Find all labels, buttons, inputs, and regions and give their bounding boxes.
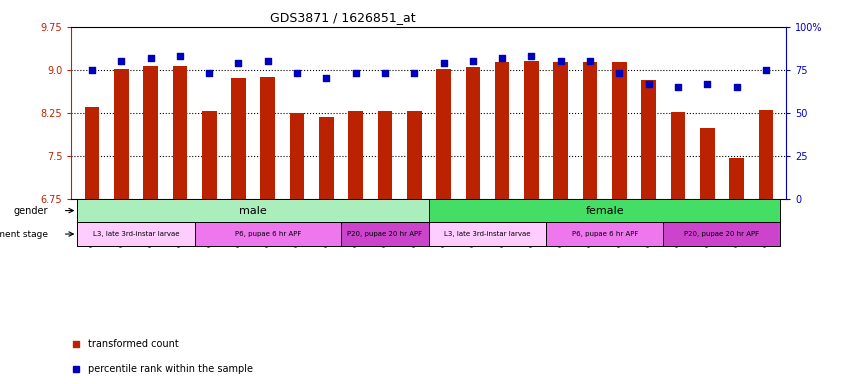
Bar — [583, 63, 597, 199]
Bar — [348, 111, 363, 199]
Point — [554, 58, 568, 65]
Bar — [378, 111, 392, 199]
Bar — [429, 199, 780, 222]
Title: GDS3871 / 1626851_at: GDS3871 / 1626851_at — [270, 11, 416, 24]
Point — [320, 75, 333, 81]
Bar — [436, 69, 451, 199]
Point — [759, 67, 773, 73]
Point — [114, 58, 128, 65]
Bar — [85, 107, 99, 199]
Point — [466, 58, 479, 65]
Bar — [495, 63, 510, 199]
Bar — [700, 128, 715, 199]
Point — [584, 58, 597, 65]
Text: gender: gender — [13, 205, 48, 215]
Bar — [429, 222, 546, 246]
Point — [85, 67, 98, 73]
Point — [203, 70, 216, 76]
Bar — [202, 111, 216, 199]
Bar — [612, 63, 627, 199]
Bar — [553, 63, 568, 199]
Point — [144, 55, 157, 61]
Point — [642, 81, 655, 87]
Point — [436, 60, 450, 66]
Text: P20, pupae 20 hr APF: P20, pupae 20 hr APF — [347, 231, 422, 237]
Point — [261, 58, 274, 65]
Point — [290, 70, 304, 76]
Text: female: female — [585, 205, 624, 215]
Point — [378, 70, 392, 76]
Text: P20, pupae 20 hr APF: P20, pupae 20 hr APF — [685, 231, 759, 237]
Bar — [642, 80, 656, 199]
Text: transformed count: transformed count — [88, 339, 179, 349]
Bar — [231, 78, 246, 199]
Bar — [261, 77, 275, 199]
Bar — [172, 66, 188, 199]
Bar — [670, 112, 685, 199]
Point — [612, 70, 626, 76]
Bar — [729, 157, 743, 199]
Bar — [546, 222, 664, 246]
Bar — [407, 111, 421, 199]
Point — [173, 53, 187, 59]
Bar — [319, 117, 334, 199]
Point — [701, 81, 714, 87]
Text: P6, pupae 6 hr APF: P6, pupae 6 hr APF — [572, 231, 637, 237]
Text: P6, pupae 6 hr APF: P6, pupae 6 hr APF — [235, 231, 301, 237]
Point — [730, 84, 743, 90]
Bar — [143, 66, 158, 199]
Bar — [341, 222, 429, 246]
Bar — [194, 222, 341, 246]
Point — [408, 70, 421, 76]
Text: L3, late 3rd-instar larvae: L3, late 3rd-instar larvae — [444, 231, 531, 237]
Bar — [77, 222, 194, 246]
Text: male: male — [239, 205, 267, 215]
Text: L3, late 3rd-instar larvae: L3, late 3rd-instar larvae — [93, 231, 179, 237]
Bar — [290, 113, 304, 199]
Text: percentile rank within the sample: percentile rank within the sample — [88, 364, 253, 374]
Point — [671, 84, 685, 90]
Bar — [77, 199, 429, 222]
Bar — [114, 69, 129, 199]
Text: development stage: development stage — [0, 230, 48, 238]
Point — [525, 53, 538, 59]
Point — [349, 70, 362, 76]
Point — [232, 60, 246, 66]
Bar — [664, 222, 780, 246]
Bar — [466, 67, 480, 199]
Point — [495, 55, 509, 61]
Bar — [759, 110, 773, 199]
Bar — [524, 61, 539, 199]
